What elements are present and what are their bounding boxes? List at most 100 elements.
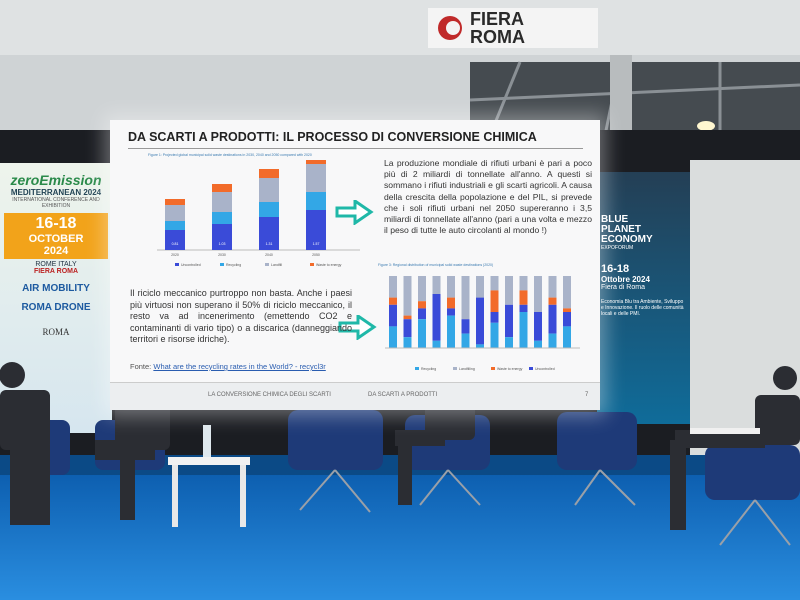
venue-logo-inner [446, 21, 460, 35]
legend-swatch [265, 263, 269, 266]
bar-segment [259, 169, 279, 178]
source-link: What are the recycling rates in the Worl… [153, 362, 326, 371]
bar-segment [534, 276, 542, 312]
legend-swatch [529, 367, 533, 370]
bar-segment [534, 340, 542, 348]
bar-segment [403, 319, 412, 338]
left-banner [0, 163, 112, 433]
title-rule [128, 148, 583, 149]
year-label: 2040 [265, 253, 273, 257]
slide: DA SCARTI A PRODOTTI: IL PROCESSO DI CON… [110, 120, 600, 410]
bar-label: 1.57 [313, 242, 320, 246]
bar-segment [519, 276, 528, 291]
bar-segment [403, 315, 412, 320]
bar-segment [519, 290, 528, 305]
bar-segment [505, 304, 513, 338]
year-label: 2030 [218, 253, 226, 257]
bar-segment [476, 276, 484, 298]
legend-label: Uncontrolled [535, 367, 555, 371]
right-banner-text: BLUE PLANET ECONOMY EXPOFORUM 16-18 Otto… [601, 214, 687, 318]
bar-segment [563, 276, 571, 309]
rb-description: Economia Blu tra Ambiente, Sviluppo e In… [601, 299, 684, 317]
bar-segment [389, 276, 397, 298]
bar-segment [306, 160, 326, 164]
papers [690, 428, 760, 434]
bar-segment [259, 178, 279, 202]
fig1-caption: Figure 1: Projected global municipal sol… [148, 153, 312, 157]
left-banner-text: zeroEmission MEDITERRANEAN 2024 INTERNAT… [4, 172, 108, 337]
legend-swatch [220, 263, 224, 266]
bar-segment [548, 297, 557, 305]
bar-segment [432, 276, 441, 294]
figure2: Recycling Landfilling Waste to energy Uncon… [385, 276, 580, 371]
bar-segment [447, 276, 455, 298]
bar-segment [306, 192, 326, 210]
legend-label: Recycling [226, 263, 241, 267]
brand: zeroEmission [10, 172, 102, 188]
bar-segment [548, 276, 557, 298]
bar-segment [490, 290, 499, 312]
paragraph1: La produzione mondiale di rifiuti urbani… [384, 158, 592, 236]
bar-segment [563, 308, 571, 312]
legend-label: Waste to energy [316, 263, 342, 267]
right-banner [597, 172, 690, 424]
bar-segment [432, 340, 441, 348]
bar-segment [447, 297, 455, 309]
city: ROME [35, 261, 57, 268]
bar-segment [447, 315, 455, 348]
bar-segment [548, 304, 557, 334]
rb-month-year: Ottobre 2024 [601, 275, 650, 284]
rb-line2: PLANET [601, 224, 641, 235]
event2: AIR MOBILITY [22, 283, 90, 294]
edition: MEDITERRANEAN 2024 [10, 188, 102, 197]
arrow [335, 200, 374, 225]
bar-segment [505, 337, 513, 348]
month: OCTOBER [28, 233, 84, 245]
bar-segment [418, 308, 426, 320]
bar-segment [461, 319, 470, 334]
chair-legs [299, 469, 791, 546]
bar-segment [306, 164, 326, 192]
bar-segment [403, 337, 412, 348]
legend-label: Landfill [271, 263, 282, 267]
legend-label: Landfilling [459, 367, 475, 371]
bar-segment [519, 304, 528, 312]
bar-segment [418, 301, 426, 309]
bar-segment [212, 184, 232, 192]
bar-segment [505, 276, 513, 305]
page-number: 7 [585, 392, 589, 398]
ceiling-light [697, 121, 715, 131]
source: Fonte: What are the recycling rates in t… [130, 362, 326, 371]
bar-segment [461, 276, 470, 320]
bar-label: 0.81 [172, 242, 179, 246]
bar-segment [447, 308, 455, 316]
bar-segment [306, 210, 326, 250]
bar-segment [490, 312, 499, 323]
figure1: 0.81 2020 1.03 2030 1.31 2040 1.57 2050 Uncontro… [157, 160, 360, 267]
footer-right: DA SCARTI A PRODOTTI [368, 392, 438, 398]
rb-sub: EXPOFORUM [601, 245, 634, 251]
country: ITALY [58, 261, 77, 268]
bar-segment [212, 192, 232, 212]
bar-segment [212, 224, 232, 250]
table-leg [172, 465, 178, 527]
fig2-caption: Figure 3: Regional distribution of munic… [378, 263, 494, 267]
year-label: 2020 [171, 253, 179, 257]
bar-segment [165, 230, 185, 250]
rb-line1: BLUE [601, 214, 629, 225]
bar-segment [476, 344, 484, 348]
bar-label: 1.31 [266, 242, 273, 246]
footer-left: LA CONVERSIONE CHIMICA DEGLI SCARTI [208, 392, 331, 398]
table-leg [240, 465, 246, 527]
bar-segment [259, 217, 279, 250]
speakers [0, 362, 800, 530]
legend-label: Recycling [421, 367, 436, 371]
bar-segment [563, 326, 571, 348]
arrow [338, 315, 377, 340]
dates: 16-18 [35, 215, 77, 232]
rb-dates: 16-18 [601, 263, 630, 275]
bar-segment [165, 221, 185, 230]
event4: ROMA [42, 327, 70, 337]
rb-line3: ECONOMY [601, 234, 653, 245]
